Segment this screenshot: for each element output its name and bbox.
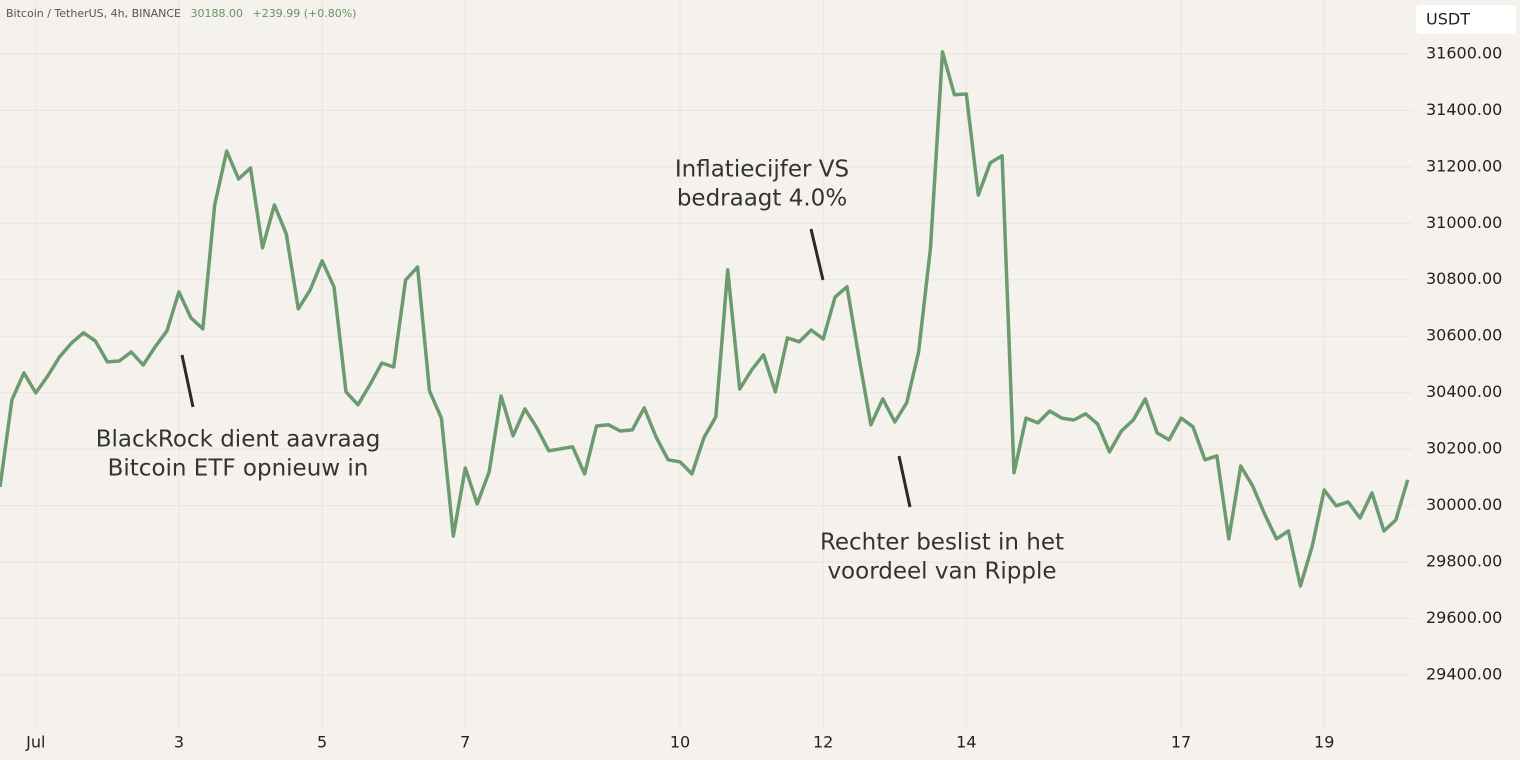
x-tick-label: 12 [813,733,833,752]
annotation-leader [897,455,912,508]
x-tick-label: 10 [670,733,690,752]
x-tick-label: 14 [956,733,976,752]
annotation-leader [180,354,195,408]
grid [0,0,1412,728]
y-tick-label: 29400.00 [1426,664,1502,683]
annotation: Bitcoin ETF opnieuw in [108,456,369,482]
currency-box [1416,5,1516,34]
price-change: +239.99 (+0.80%) [253,7,357,20]
x-tick-label: 19 [1314,733,1334,752]
chart-header: Bitcoin / TetherUS, 4h, BINANCE 30188.00… [6,7,356,20]
annotation: voordeel van Ripple [827,559,1056,585]
x-tick-label: 17 [1171,733,1191,752]
y-tick-label: 31000.00 [1426,213,1502,232]
x-tick-label: 5 [317,733,327,752]
annotation-leader [809,228,825,281]
y-tick-label: 30600.00 [1426,326,1502,345]
x-tick-label: Jul [25,733,45,752]
annotation: bedraagt 4.0% [677,186,847,212]
annotation: BlackRock dient aavraag [96,427,381,453]
annotation: Rechter beslist in het [820,530,1064,556]
price-line [0,50,1410,588]
annotation: Inflatiecijfer VS [675,157,849,183]
y-tick-label: 31600.00 [1426,43,1502,62]
last-price: 30188.00 [191,7,244,20]
x-tick-label: 7 [460,733,470,752]
y-tick-label: 30800.00 [1426,269,1502,288]
y-tick-label: 30200.00 [1426,439,1502,458]
currency: USDT [1426,10,1470,29]
symbol: Bitcoin / TetherUS, 4h, BINANCE [6,7,181,20]
x-tick-label: 3 [174,733,184,752]
plot [0,50,1410,588]
y-tick-label: 30400.00 [1426,382,1502,401]
y-tick-label: 31400.00 [1426,100,1502,119]
y-tick-label: 31200.00 [1426,156,1502,175]
y-tick-label: 29600.00 [1426,608,1502,627]
y-tick-label: 30000.00 [1426,495,1502,514]
y-tick-label: 29800.00 [1426,552,1502,571]
